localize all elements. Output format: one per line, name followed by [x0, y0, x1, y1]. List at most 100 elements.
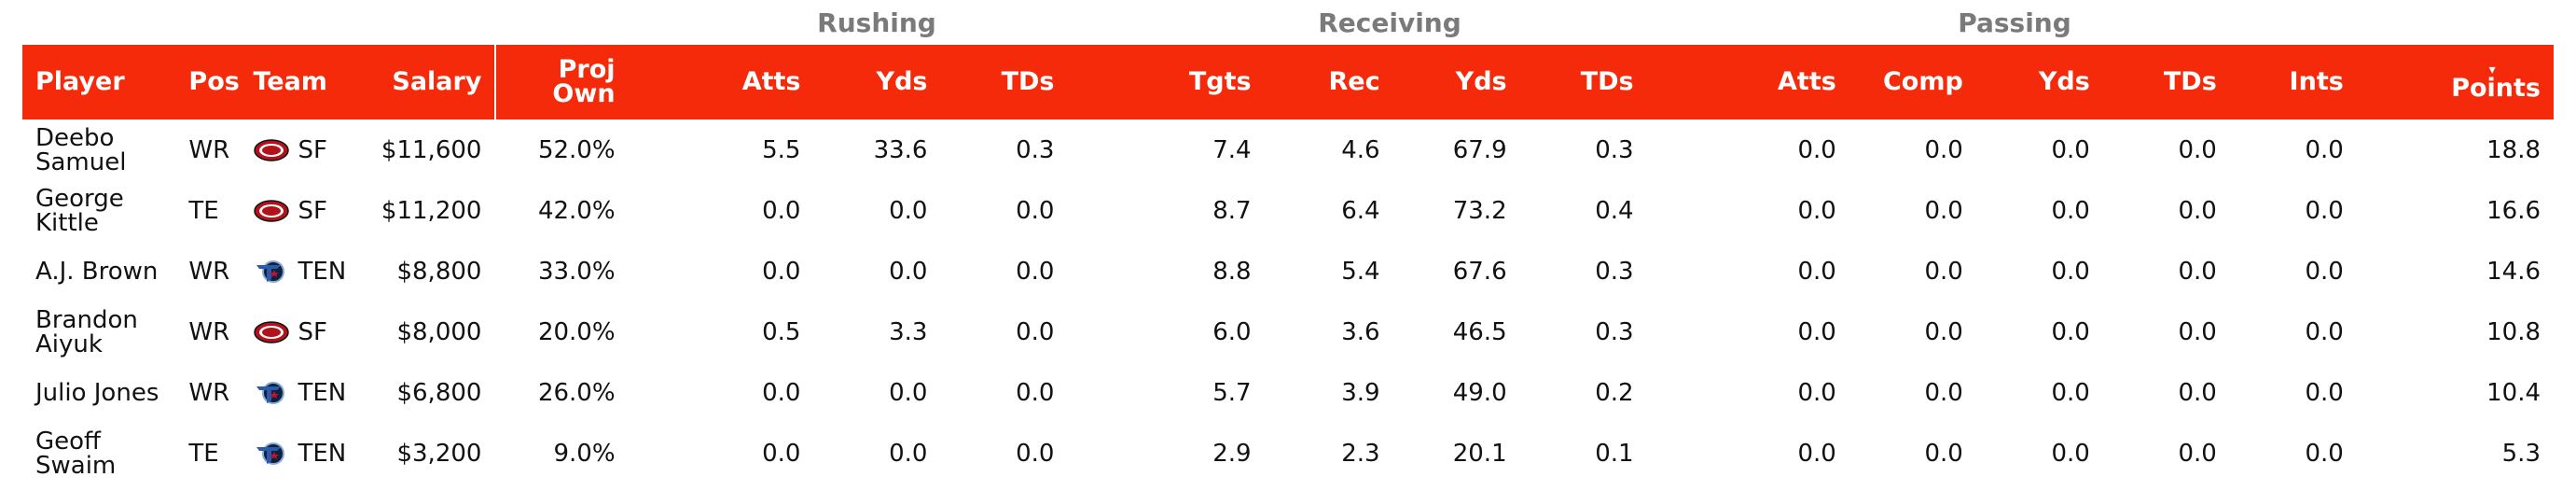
cell-pos: WR: [188, 317, 230, 346]
player-name[interactable]: A.J. Brown: [22, 241, 175, 302]
cell-rush-yds: 3.3: [889, 317, 928, 346]
player-name-line1: Deebo: [35, 123, 115, 152]
col-pass-yds[interactable]: Yds: [2038, 67, 2090, 96]
cell-points: 10.8: [2486, 317, 2541, 346]
cell-pass-atts: 0.0: [1797, 378, 1836, 407]
table-row[interactable]: Brandon Aiyuk WR SF $8,000 20.0% 0.5 3.3…: [22, 302, 2554, 362]
cell-proj-own: 9.0%: [553, 439, 616, 468]
cell-pass-tds: 0.0: [2178, 135, 2217, 164]
cell-pass-yds: 0.0: [2051, 378, 2090, 407]
cell-team: TEN: [240, 362, 357, 423]
col-salary[interactable]: Salary: [392, 67, 482, 96]
player-name[interactable]: Brandon Aiyuk: [22, 302, 175, 362]
team-abbr: SF: [298, 317, 327, 346]
cell-rush-tds: 0.0: [1016, 257, 1055, 286]
col-rush-atts[interactable]: Atts: [741, 67, 801, 96]
col-tgts[interactable]: Tgts: [1188, 67, 1252, 96]
cell-points: 18.8: [2486, 135, 2541, 164]
cell-pass-atts: 0.0: [1797, 135, 1836, 164]
col-proj-own-line2: Own: [552, 79, 616, 108]
col-pos[interactable]: Pos: [188, 67, 240, 96]
col-rec-yds[interactable]: Yds: [1455, 67, 1507, 96]
col-rec-tds[interactable]: TDs: [1580, 67, 1634, 96]
cell-rush-tds: 0.0: [1016, 317, 1055, 346]
cell-pass-tds: 0.0: [2178, 378, 2217, 407]
cell-rush-tds: 0.3: [1016, 135, 1055, 164]
cell-pos: WR: [188, 135, 230, 164]
group-passing: Passing: [1958, 7, 2071, 38]
col-pass-tds[interactable]: TDs: [2163, 67, 2217, 96]
player-name-line1: Julio Jones: [35, 378, 159, 407]
cell-ints: 0.0: [2305, 257, 2344, 286]
cell-rec-tds: 0.3: [1595, 257, 1634, 286]
cell-pass-yds: 0.0: [2051, 439, 2090, 468]
cell-rec-tds: 0.3: [1595, 135, 1634, 164]
col-rush-tds[interactable]: TDs: [1001, 67, 1055, 96]
cell-rec-yds: 67.9: [1452, 135, 1507, 164]
cell-rush-atts: 0.0: [762, 378, 801, 407]
cell-pos: WR: [188, 378, 230, 407]
cell-ints: 0.0: [2305, 196, 2344, 225]
table-row[interactable]: George Kittle TE SF $11,200 42.0% 0.0 0.…: [22, 180, 2554, 241]
cell-pass-atts: 0.0: [1797, 317, 1836, 346]
cell-pass-tds: 0.0: [2178, 257, 2217, 286]
column-group-headers: Rushing Receiving Passing: [0, 0, 2576, 45]
sort-desc-icon: ▾: [2488, 63, 2496, 77]
col-rec[interactable]: Rec: [1328, 67, 1380, 96]
cell-rec-yds: 20.1: [1452, 439, 1507, 468]
cell-pass-yds: 0.0: [2051, 317, 2090, 346]
projections-table: Player Pos Team Salary Proj Own Atts Yds…: [22, 45, 2554, 484]
cell-proj-own: 20.0%: [537, 317, 616, 346]
cell-pos: WR: [188, 257, 230, 286]
player-name[interactable]: Julio Jones: [22, 362, 175, 423]
cell-rec: 4.6: [1341, 135, 1380, 164]
cell-pass-tds: 0.0: [2178, 196, 2217, 225]
player-name-line1: Geoff: [35, 427, 101, 456]
col-pass-atts[interactable]: Atts: [1778, 67, 1836, 96]
col-proj-own[interactable]: Proj Own: [494, 45, 629, 119]
49ers-logo-icon: [254, 138, 290, 161]
col-ints[interactable]: Ints: [2289, 67, 2344, 96]
player-name[interactable]: George Kittle: [22, 180, 175, 241]
player-name-line2: Kittle: [35, 208, 99, 237]
cell-rush-atts: 0.0: [762, 196, 801, 225]
col-team[interactable]: Team: [253, 67, 327, 96]
cell-comp: 0.0: [1924, 135, 1963, 164]
cell-rush-atts: 0.5: [762, 317, 801, 346]
table-row[interactable]: Deebo Samuel WR SF $11,600 52.0% 5.5 33.…: [22, 119, 2554, 180]
player-name[interactable]: Geoff Swaim: [22, 423, 175, 484]
cell-rush-atts: 0.0: [762, 257, 801, 286]
cell-rec-yds: 73.2: [1452, 196, 1507, 225]
cell-tgts: 7.4: [1212, 135, 1252, 164]
table-body: Deebo Samuel WR SF $11,600 52.0% 5.5 33.…: [22, 119, 2554, 484]
table-row[interactable]: A.J. Brown WR TEN $8,800 33.0% 0.0 0.0 0…: [22, 241, 2554, 302]
player-name[interactable]: Deebo Samuel: [22, 119, 175, 180]
table-row[interactable]: Julio Jones WR TEN $6,800 26.0% 0.0 0.0 …: [22, 362, 2554, 423]
cell-rec: 2.3: [1341, 439, 1380, 468]
cell-rec-yds: 49.0: [1452, 378, 1507, 407]
col-rush-yds[interactable]: Yds: [876, 67, 928, 96]
cell-pass-tds: 0.0: [2178, 439, 2217, 468]
cell-rush-yds: 33.6: [873, 135, 928, 164]
col-proj-own-line1: Proj: [558, 55, 616, 84]
cell-rush-atts: 5.5: [762, 135, 801, 164]
cell-rec: 3.9: [1341, 378, 1380, 407]
col-comp[interactable]: Comp: [1882, 67, 1963, 96]
cell-ints: 0.0: [2305, 135, 2344, 164]
cell-salary: $8,000: [396, 317, 482, 346]
cell-comp: 0.0: [1924, 378, 1963, 407]
cell-pass-yds: 0.0: [2051, 257, 2090, 286]
cell-rush-tds: 0.0: [1016, 378, 1055, 407]
cell-points: 5.3: [2501, 439, 2541, 468]
cell-tgts: 2.9: [1212, 439, 1252, 468]
table-row[interactable]: Geoff Swaim TE TEN $3,200 9.0% 0.0 0.0 0…: [22, 423, 2554, 484]
player-name-line2: Swaim: [35, 451, 117, 480]
cell-points: 14.6: [2486, 257, 2541, 286]
cell-pass-atts: 0.0: [1797, 196, 1836, 225]
cell-ints: 0.0: [2305, 439, 2344, 468]
player-name-line1: George: [35, 184, 124, 213]
49ers-logo-icon: [254, 320, 290, 344]
col-player[interactable]: Player: [35, 67, 125, 96]
col-points[interactable]: ▾ Points: [2357, 45, 2554, 119]
